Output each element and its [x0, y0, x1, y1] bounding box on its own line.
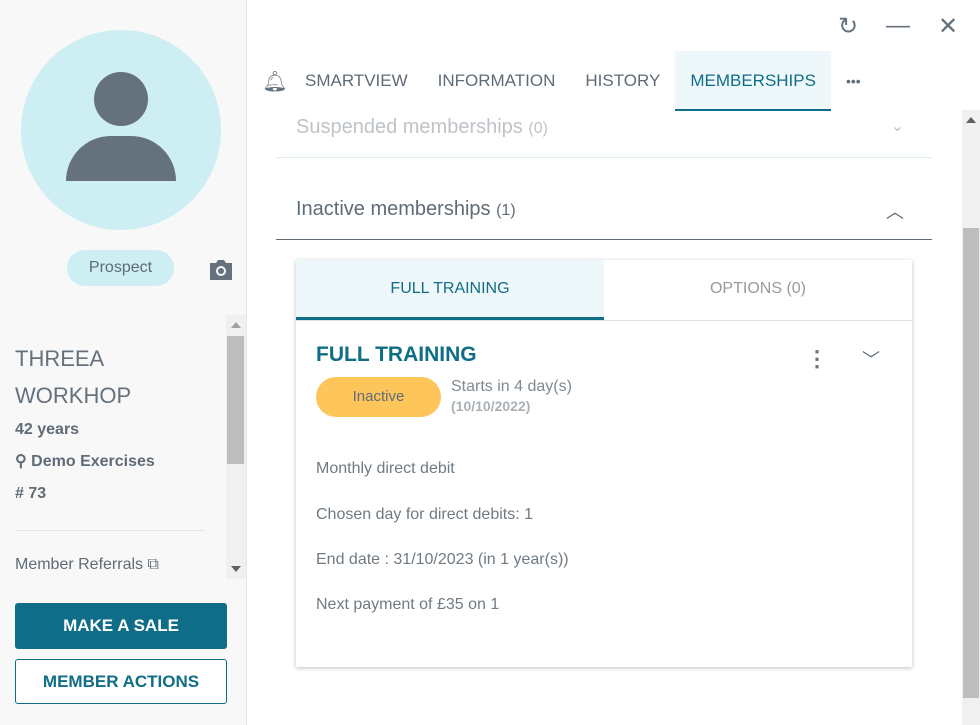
card-tab-full-training[interactable]: FULL TRAINING — [296, 260, 604, 320]
scroll-up-arrow[interactable] — [231, 322, 241, 328]
membership-card: FULL TRAINING OPTIONS (0) FULL TRAINING … — [296, 260, 912, 667]
detail-payment-method: Monthly direct debit — [316, 460, 455, 477]
status-badge: Prospect — [67, 250, 174, 286]
card-tab-options[interactable]: OPTIONS (0) — [709, 280, 806, 297]
member-number: # 73 — [15, 485, 47, 502]
referrals-label: Member Referrals — [15, 556, 144, 573]
chevron-down-icon[interactable]: ⌄ — [890, 118, 904, 135]
avatar-head — [94, 72, 148, 126]
member-sidebar: Prospect THREEA WORKHOP 42 years ⚲ Demo … — [0, 0, 247, 725]
section-title: Suspended memberships — [296, 116, 523, 138]
scroll-up-arrow[interactable] — [966, 117, 976, 123]
chevron-up-icon[interactable]: ︿ — [886, 202, 904, 222]
sidebar-scrollbar[interactable] — [226, 315, 246, 579]
suspended-memberships-section[interactable]: Suspended memberships (0) ⌄ — [276, 110, 932, 158]
age: 42 years — [15, 421, 80, 438]
first-name: THREEA — [15, 346, 105, 371]
bell-icon[interactable]: 🔔︎ — [262, 70, 288, 93]
avatar-body — [66, 136, 176, 181]
member-actions-button[interactable]: MEMBER ACTIONS — [15, 659, 227, 704]
kebab-menu-icon[interactable]: ⋮ — [806, 346, 828, 371]
detail-debit-day: Chosen day for direct debits: 1 — [316, 506, 534, 523]
section-count: (1) — [496, 202, 516, 219]
start-date: (10/10/2022) — [451, 398, 531, 414]
membership-title: FULL TRAINING — [316, 343, 477, 366]
tab-history[interactable]: HISTORY — [585, 71, 661, 90]
main-scrollbar[interactable] — [962, 110, 980, 725]
make-a-sale-button[interactable]: MAKE A SALE — [15, 603, 227, 649]
divider — [15, 530, 205, 531]
section-count: (0) — [528, 120, 548, 137]
scroll-down-arrow[interactable] — [231, 566, 241, 572]
location-pin-icon: ⚲ — [15, 453, 27, 470]
tab-memberships[interactable]: MEMBERSHIPS — [675, 51, 831, 111]
camera-icon[interactable] — [208, 259, 234, 281]
scroll-thumb[interactable] — [963, 228, 979, 698]
scroll-thumb[interactable] — [227, 336, 244, 464]
tab-information[interactable]: INFORMATION — [437, 71, 556, 90]
external-link-icon: ⧉ — [147, 556, 159, 573]
inactive-memberships-section[interactable]: Inactive memberships (1) ︿ — [276, 190, 932, 240]
last-name: WORKHOP — [15, 383, 132, 408]
refresh-icon[interactable]: ↻ — [837, 13, 859, 40]
member-info: THREEA WORKHOP 42 years ⚲ Demo Exercises… — [15, 340, 225, 510]
more-icon[interactable]: ••• — [845, 73, 861, 89]
location: Demo Exercises — [31, 453, 155, 470]
detail-next-payment: Next payment of £35 on 1 — [316, 596, 500, 613]
member-referrals-link[interactable]: Member Referrals ⧉ — [15, 556, 159, 574]
main-tabs: 🔔︎ SMARTVIEW INFORMATION HISTORY MEMBERS… — [260, 51, 876, 111]
minimize-icon[interactable]: — — [886, 12, 910, 39]
membership-status-badge: Inactive — [316, 377, 441, 417]
tab-smartview[interactable]: SMARTVIEW — [305, 71, 408, 90]
close-icon[interactable]: ✕ — [937, 13, 959, 40]
chevron-down-icon[interactable]: ﹀ — [862, 350, 880, 370]
avatar[interactable] — [21, 30, 221, 230]
starts-in: Starts in 4 day(s) — [451, 378, 572, 395]
section-title: Inactive memberships — [296, 198, 491, 220]
detail-end-date: End date : 31/10/2023 (in 1 year(s)) — [316, 551, 569, 568]
window-controls: ↻ — ✕ — [836, 12, 960, 41]
